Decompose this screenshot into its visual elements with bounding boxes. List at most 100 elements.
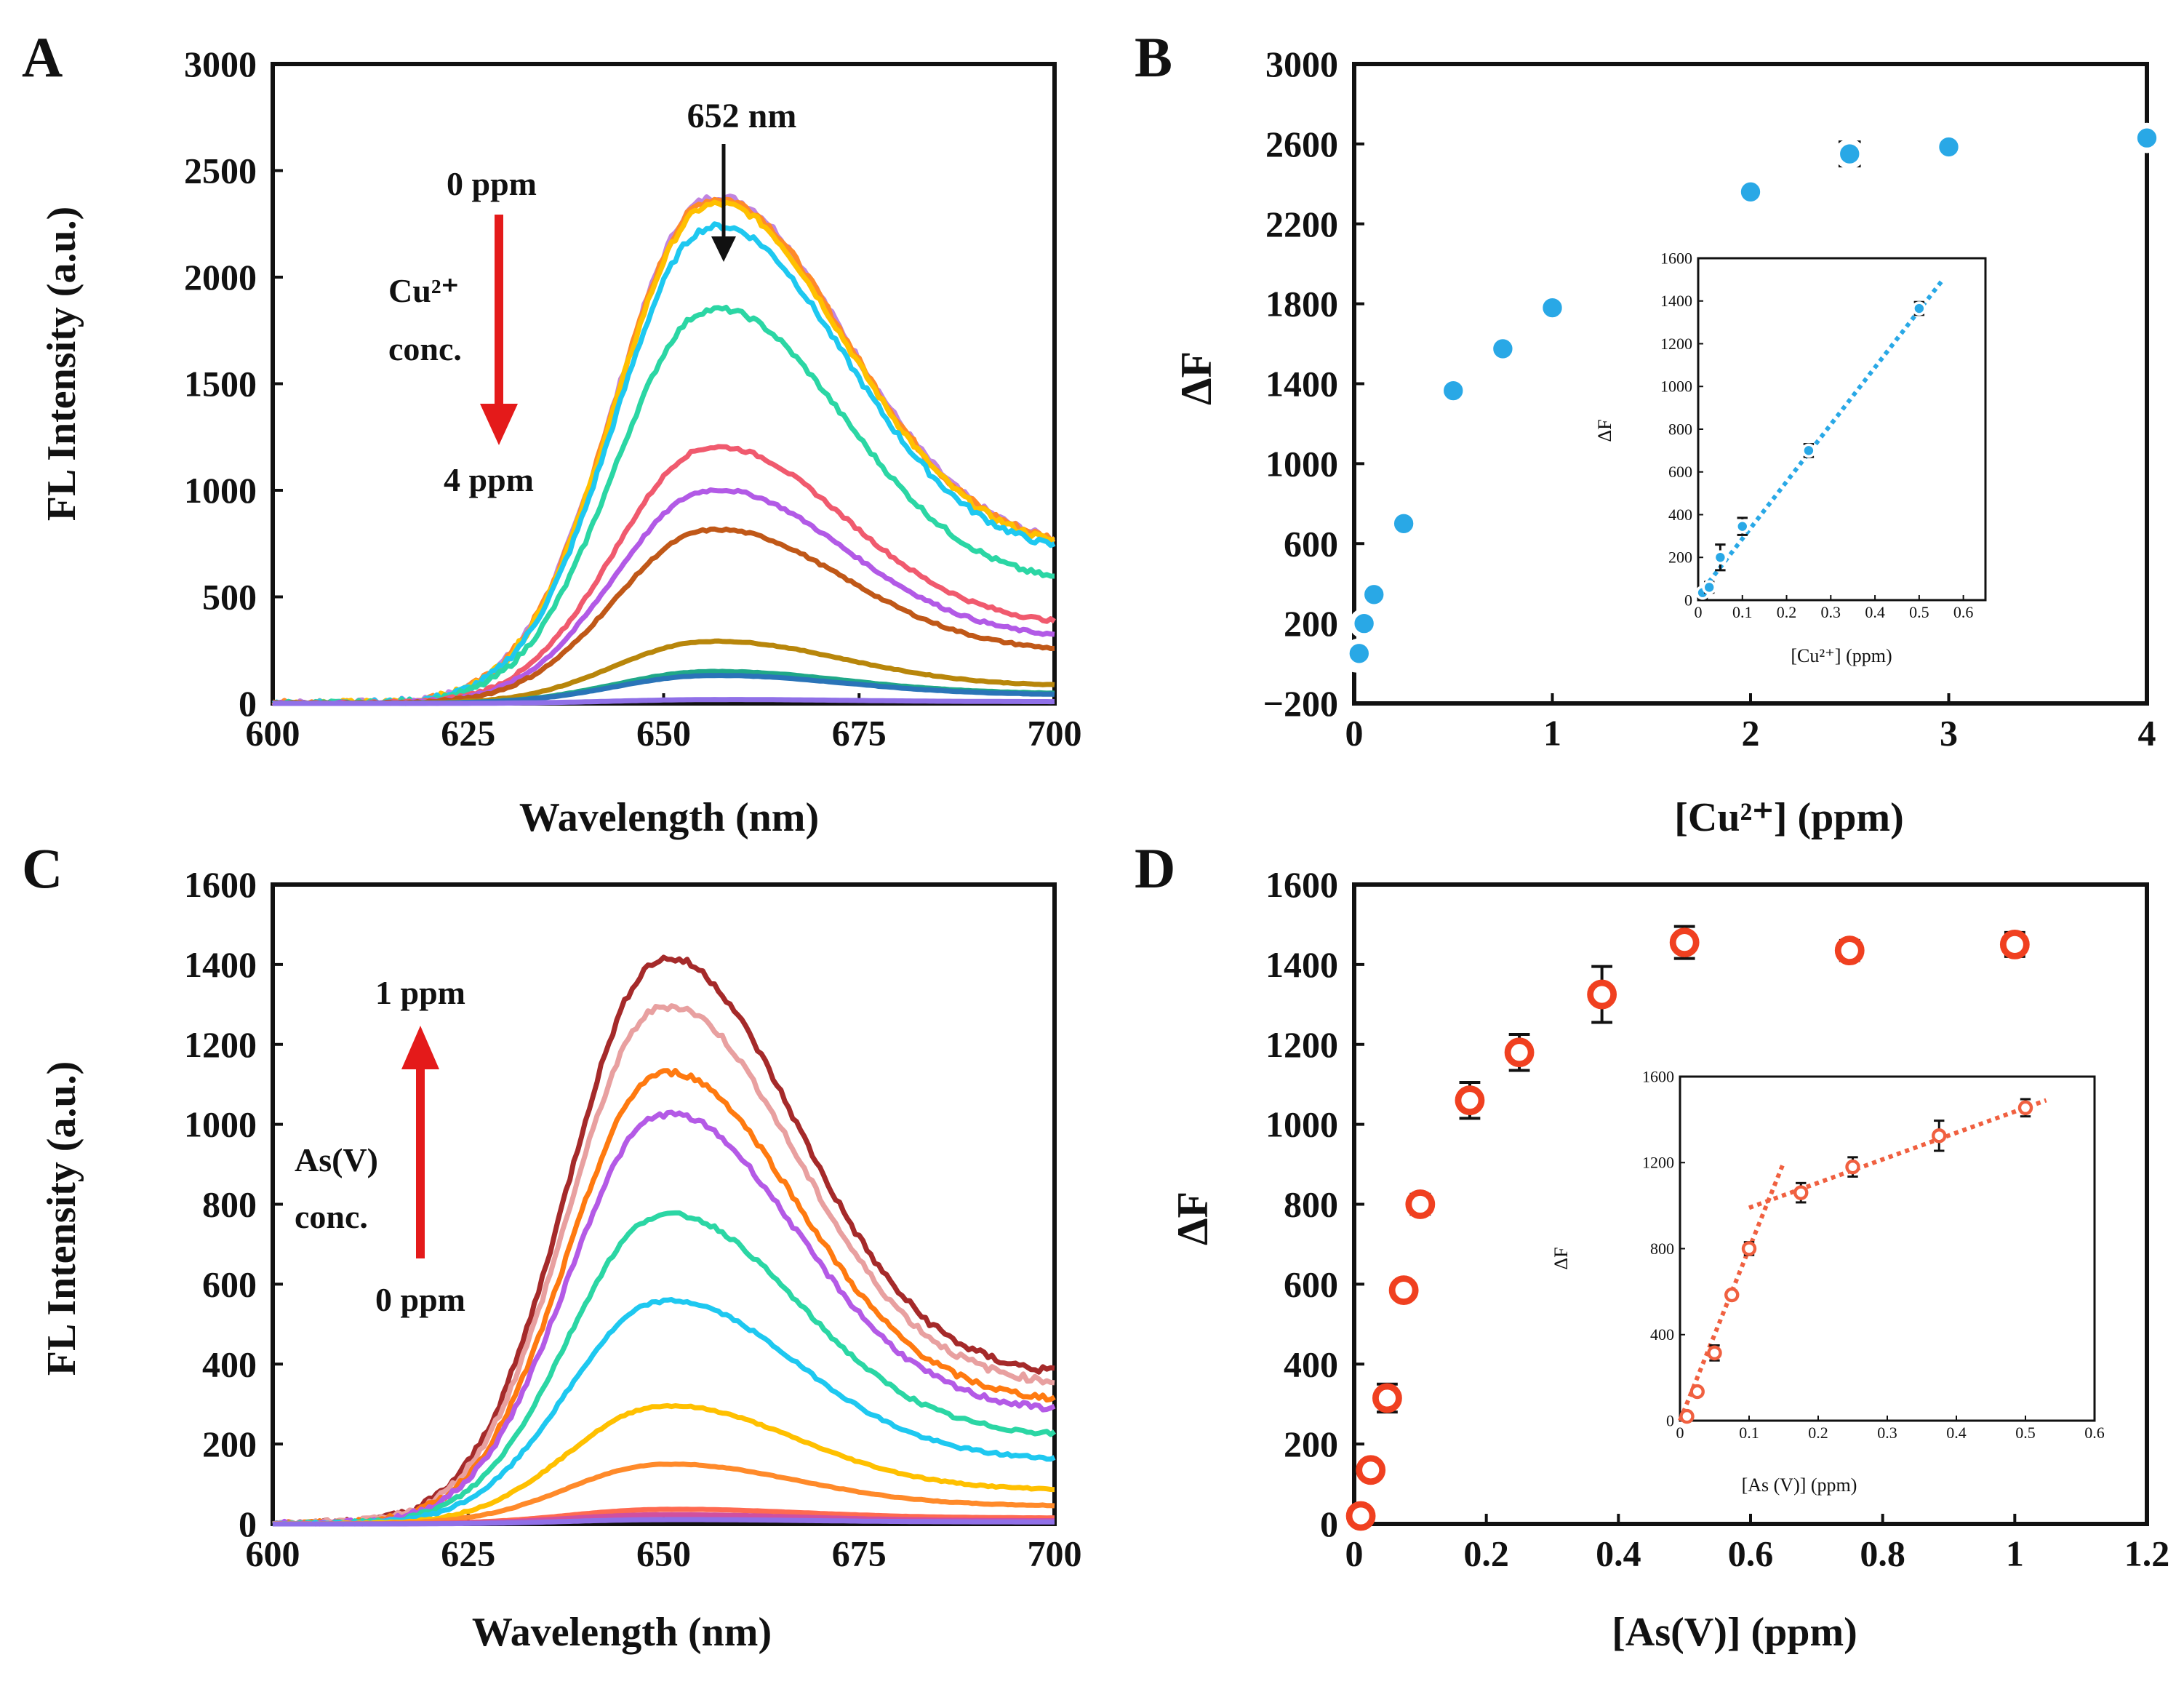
panel-b-ytick-label: 1800 [1265, 284, 1338, 324]
panel-d-inset-fit-line [1678, 1162, 1786, 1422]
panel-a-ytick-label: 2500 [184, 151, 257, 191]
panel-d-ytick-label: 600 [1284, 1264, 1338, 1304]
panel-d-point [1669, 927, 1700, 958]
panel-b-inset-ytick-label: 1200 [1660, 335, 1692, 353]
panel-a-conc-annotation: conc. [388, 330, 462, 367]
panel-d-xtick-label: 1 [2006, 1533, 2024, 1574]
panel-c-series-s2 [273, 1003, 1055, 1527]
panel-b-inset: 0 0.1 0.2 0.3 0.4 0.5 0.6 0 200 400 600 800 1000 1200… [1660, 249, 1987, 621]
panel-d-point [1834, 935, 1865, 966]
panel-d-ytick-label: 1400 [1265, 944, 1338, 985]
panel-d-ytick-label: 1200 [1265, 1024, 1338, 1065]
panel-d-xtick-label: 0.6 [1728, 1533, 1774, 1574]
panel-b-inset-xtick-label: 0.1 [1732, 603, 1753, 621]
panel-d-inset-xtick-label: 0.6 [2084, 1424, 2105, 1442]
panel-b-inset-ytick-label: 200 [1668, 548, 1692, 567]
panel-d-inset-xlabel: [As (V)] (ppm) [1742, 1474, 1857, 1496]
panel-d-inset-ytick-label: 0 [1666, 1411, 1674, 1429]
panel-d-point [1388, 1275, 1419, 1306]
panel-b-point [1933, 132, 1964, 162]
panel-b-inset-point [1735, 519, 1750, 534]
panel-c-ytick-label: 600 [202, 1264, 257, 1304]
panel-d-inset-point [1724, 1287, 1740, 1303]
panel-a-ion-annotation: Cu²⁺ [388, 272, 459, 309]
panel-c-xtick-label: 650 [636, 1533, 691, 1574]
panel-d-ytick-label: 200 [1284, 1424, 1338, 1464]
panel-a-ytick-label: 1000 [184, 470, 257, 511]
panel-c-arrow-head [401, 1026, 439, 1069]
panel-b-xtick-label: 4 [2138, 713, 2156, 754]
panel-c-ytick-label: 1600 [184, 864, 257, 905]
panel-d-point [1405, 1189, 1436, 1219]
panel-b-point [1487, 333, 1519, 364]
panel-b-point [1735, 176, 1766, 207]
panel-a-peak-arrow-head [711, 236, 736, 262]
panel-b-inset-xtick-label: 0 [1695, 603, 1703, 621]
panel-c-ytick-label: 0 [239, 1504, 257, 1544]
panel-b-inset-ytick-label: 600 [1668, 463, 1692, 481]
panel-a-top-annotation: 0 ppm [447, 165, 537, 202]
panel-c-series-s4 [272, 1109, 1056, 1527]
panel-d-xtick-label: 0.8 [1860, 1533, 1905, 1574]
panel-a: A 600 625 650 675 700 0 500 1000 1500 2000 2500 300… [22, 25, 1082, 840]
panel-d-inset-point [1679, 1408, 1695, 1424]
panel-d-point [1999, 930, 2030, 959]
panel-d: D 0 0.2 0.4 0.6 0.8 1 1.2 0 200 400 600 800 1000 1200… [1135, 837, 2169, 1655]
panel-b-inset-point [1713, 550, 1728, 565]
panel-c-ytick-label: 1200 [184, 1024, 257, 1065]
panel-a-ytick-label: 3000 [184, 44, 257, 84]
panel-b-xlabel: [Cu²⁺] (ppm) [1674, 795, 1903, 840]
panel-b-ytick-label: 1000 [1265, 443, 1338, 484]
panel-b-point [1359, 579, 1390, 610]
panel-c-series-s5 [272, 1210, 1057, 1527]
panel-b-inset-xtick-label: 0.4 [1865, 603, 1885, 621]
panel-b-ytick-label: 1400 [1265, 364, 1338, 404]
panel-a-xtick-label: 675 [832, 713, 887, 754]
panel-b-xtick-label: 2 [1742, 713, 1760, 754]
panel-b-inset-ytick-label: 0 [1684, 591, 1692, 609]
panel-b-ytick-label: −200 [1263, 683, 1339, 724]
panel-d-ytick-label: 1000 [1265, 1104, 1338, 1145]
panel-d-inset-xtick-label: 0.3 [1877, 1424, 1897, 1442]
panel-c-conc-annotation: conc. [295, 1198, 368, 1235]
panel-b-inset-point [1912, 301, 1927, 316]
panel-a-bottom-annotation: 4 ppm [444, 461, 534, 498]
panel-b-point [1348, 608, 1380, 639]
panel-d-point [1356, 1455, 1386, 1485]
panel-c-plot: 600 625 650 675 700 0 200 400 600 800 1000 1200 1400… [184, 864, 1082, 1574]
panel-d-inset-point [1689, 1384, 1705, 1400]
panel-b-ytick-label: 2600 [1265, 124, 1338, 164]
panel-b-ytick-label: 2200 [1265, 204, 1338, 244]
panel-d-inset-xtick-label: 0.5 [2015, 1424, 2036, 1442]
panel-b-xtick-label: 1 [1543, 713, 1561, 754]
panel-b-point [1834, 138, 1865, 169]
panel-d-inset-xtick-label: 0.4 [1946, 1424, 1967, 1442]
panel-d-label: D [1135, 837, 1175, 900]
panel-b-inset-xtick-label: 0.2 [1777, 603, 1797, 621]
panel-b-inset-ytick-label: 400 [1668, 506, 1692, 524]
panel-a-label: A [22, 25, 63, 89]
panel-d-inset-point [1845, 1159, 1860, 1175]
panel-a-ytick-label: 1500 [184, 364, 257, 404]
panel-b-inset-point [1801, 443, 1816, 458]
panel-b-point [1343, 638, 1375, 669]
panel-d-inset-point [1932, 1128, 1947, 1144]
panel-d-inset: 0 0.1 0.2 0.3 0.4 0.5 0.6 0 400 800 1200 1600 [1642, 1067, 2105, 1442]
panel-d-xtick-label: 0.2 [1463, 1533, 1509, 1574]
panel-c-bottom-annotation: 0 ppm [375, 1281, 465, 1318]
panel-d-inset-xtick-label: 0.1 [1739, 1424, 1759, 1442]
panel-d-xtick-label: 0.4 [1596, 1533, 1641, 1574]
panel-d-point [1455, 1085, 1485, 1116]
panel-d-inset-ytick-label: 1200 [1642, 1154, 1674, 1172]
panel-c-ylabel: FL Intensity (a.u.) [39, 1061, 84, 1376]
panel-b-inset-ytick-label: 800 [1668, 420, 1692, 438]
panel-b-inset-xtick-label: 0.5 [1909, 603, 1929, 621]
panel-b-ytick-label: 3000 [1265, 44, 1338, 84]
panel-b-plot: 0 1 2 3 4 −200 200 600 1000 1400 1800 2200 2600 3000 [1263, 44, 2162, 754]
panel-d-inset-xtick-label: 0.2 [1808, 1424, 1828, 1442]
panel-d-ytick-label: 400 [1284, 1344, 1338, 1384]
panel-b-inset-ytick-label: 1400 [1660, 292, 1692, 310]
panel-d-inset-ylabel: ΔF [1551, 1247, 1572, 1269]
panel-c-xtick-label: 625 [441, 1533, 495, 1574]
panel-d-ylabel: ΔF [1169, 1192, 1217, 1245]
